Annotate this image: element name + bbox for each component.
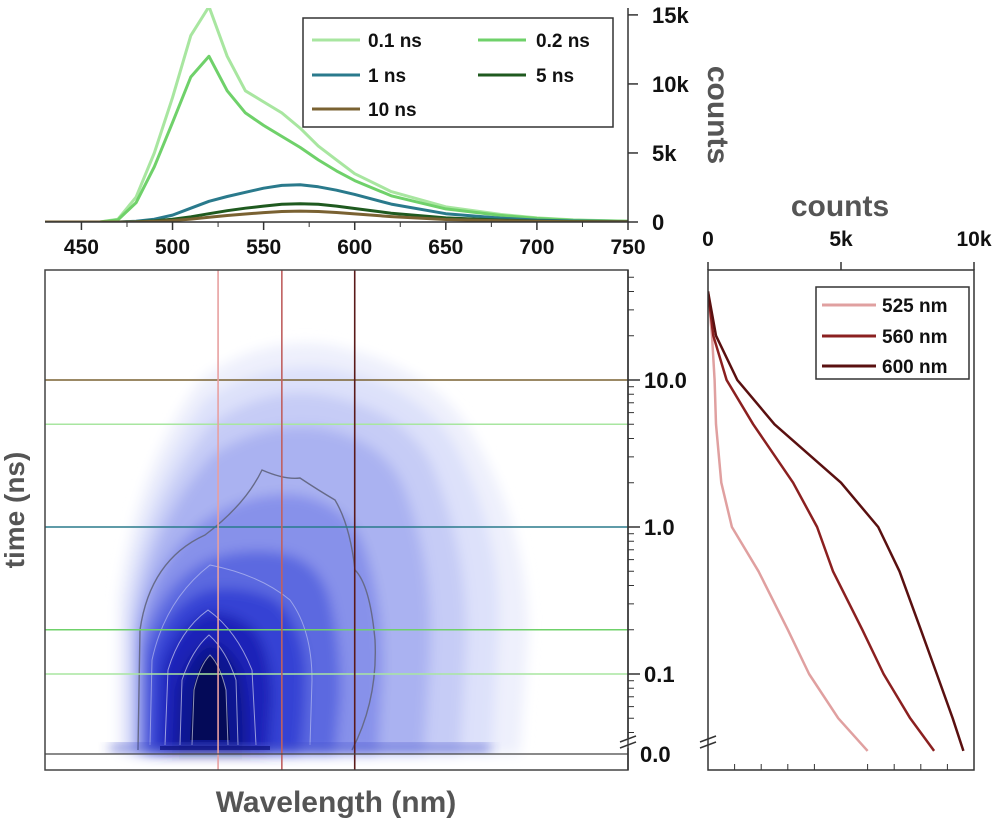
legend-label-10ns: 10 ns [368, 100, 417, 121]
spectra-y-title: counts [701, 66, 734, 164]
legend-label-5ns: 5 ns [536, 66, 574, 87]
legend-label-560nm: 560 nm [882, 327, 947, 348]
spectrum-line-0-1-ns [45, 8, 628, 222]
spectra-y-ticks: 0 5k 10k 15k [628, 3, 689, 235]
spectra-x-tick-label-600: 600 [337, 236, 372, 259]
map-hlines [45, 379, 628, 675]
contour-inner-4 [164, 609, 257, 746]
legend-label-0-1ns: 0.1 ns [368, 31, 422, 52]
spectra-x-tick-label-700: 700 [519, 236, 554, 259]
spectra-legend: 0.1 ns 0.2 ns 1 ns 5 ns 10 ns [302, 17, 614, 128]
decay-axis-break-mark [699, 735, 717, 749]
decay-x-title: counts [791, 190, 889, 223]
legend-label-525nm: 525 nm [882, 296, 947, 317]
decay-x-tick-label-0: 0 [702, 228, 714, 251]
legend-label-600nm: 600 nm [882, 357, 947, 378]
spectra-y-tick-label-5000: 5k [652, 141, 677, 166]
spectra-panel: 450 500 550 600 650 700 750 0 5k 10k 15k counts 0… [45, 3, 734, 259]
spectra-x-tick-label-550: 550 [246, 236, 281, 259]
map-y-title: time (ns) [0, 452, 30, 569]
decay-panel: 0 5k 10k counts 525 nm 560 nm 600 nm [699, 190, 992, 771]
decay-line-600-nm [708, 291, 965, 752]
spectra-x-tick-label-500: 500 [155, 236, 190, 259]
map-y-ticks: 0.0 0.1 1.0 10.0 [619, 270, 687, 770]
spectrum-line-0-2-ns [45, 54, 628, 222]
map-y-tick-label-1: 1.0 [644, 515, 675, 540]
contour-inner-1 [149, 564, 313, 746]
decay-line-525-nm [708, 291, 869, 752]
heat-haze [118, 343, 529, 754]
decay-legend-box [815, 286, 970, 380]
map-vlines [217, 270, 356, 770]
map-y-tick-label-0-1: 0.1 [644, 662, 675, 687]
decay-lines [708, 291, 965, 752]
decay-legend: 525 nm 560 nm 600 nm [815, 286, 970, 380]
map-axis-break-mark [619, 735, 637, 749]
contour-outer [137, 469, 377, 751]
map-x-title: Wavelength (nm) [216, 786, 457, 819]
contour-inner-3 [179, 634, 239, 746]
map-panel: 0.0 0.1 1.0 10.0 Wavelength (nm) time (ns) [0, 269, 687, 819]
zero-band-core [160, 746, 270, 750]
legend-label-0-2ns: 0.2 ns [536, 31, 590, 52]
map-y-tick-label-0: 0.0 [640, 742, 671, 767]
legend-label-1ns: 1 ns [368, 66, 406, 87]
spectra-y-tick-label-15000: 15k [652, 3, 689, 28]
decay-x-ticks: 0 5k 10k [699, 228, 992, 770]
spectra-x-tick-label-450: 450 [64, 236, 99, 259]
spectra-x-tick-label-650: 650 [428, 236, 463, 259]
map-y-tick-label-10: 10.0 [644, 368, 687, 393]
decay-line-560-nm [708, 291, 936, 752]
spectra-x-ticks: 450 500 550 600 650 700 750 [64, 222, 646, 259]
contour-inner-2 [191, 654, 229, 746]
spectra-y-tick-label-10000: 10k [652, 72, 689, 97]
map-heat [45, 270, 628, 770]
zero-band [110, 744, 490, 752]
decay-x-tick-label-5000: 5k [829, 228, 853, 251]
spectra-y-tick-label-0: 0 [652, 210, 664, 235]
decay-x-tick-label-10000: 10k [956, 228, 991, 251]
spectra-x-tick-label-750: 750 [610, 236, 645, 259]
heat-core [190, 655, 230, 740]
